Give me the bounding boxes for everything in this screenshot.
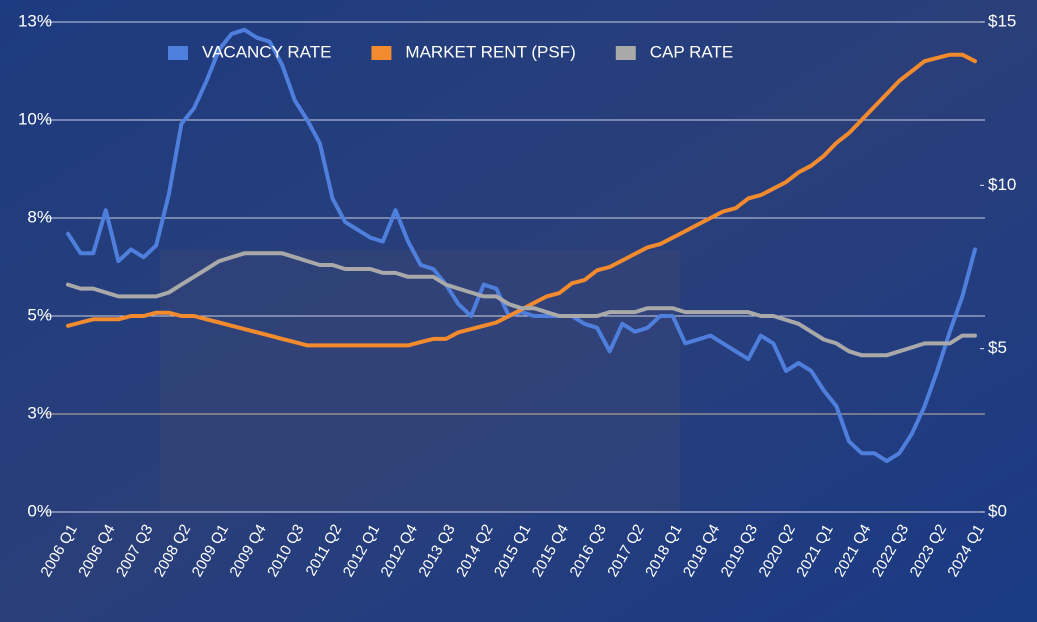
background-building: [160, 250, 680, 512]
legend-label: MARKET RENT (PSF): [405, 42, 575, 61]
series-line: [66, 251, 977, 358]
y-tick-label: 0%: [27, 501, 52, 520]
legend-swatch: [615, 46, 636, 60]
series-line: [66, 27, 977, 463]
y-tick-label: 13%: [18, 11, 52, 30]
y-tick-label: 8%: [27, 207, 52, 226]
legend-swatch: [371, 46, 392, 60]
legend-label: VACANCY RATE: [202, 42, 331, 61]
y-tick-label: 5%: [27, 305, 52, 324]
y2-tick-label: $10: [988, 175, 1016, 194]
y2-tick-label: $15: [988, 11, 1016, 30]
legend-swatch: [168, 46, 188, 60]
y2-tick-label: $0: [988, 501, 1007, 520]
legend-label: CAP RATE: [650, 42, 733, 61]
y2-tick-label: $5: [988, 338, 1007, 357]
y-tick-label: 3%: [27, 403, 52, 422]
y-tick-label: 10%: [18, 109, 52, 128]
